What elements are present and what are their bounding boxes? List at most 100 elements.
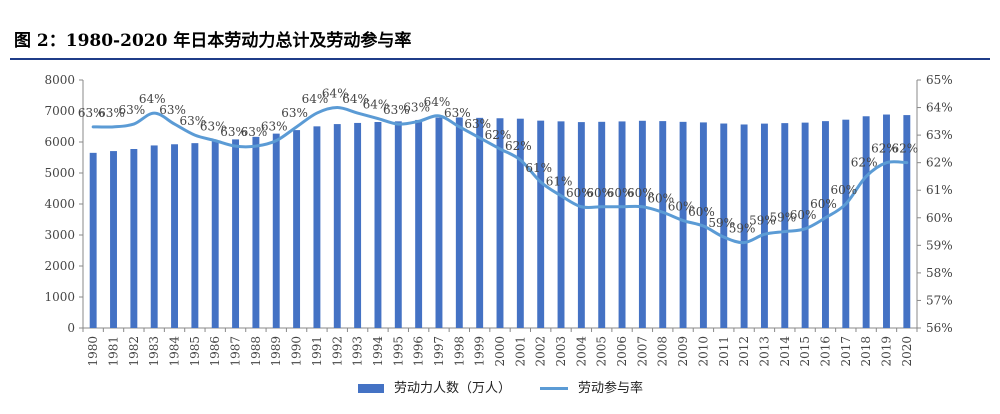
- x-axis-tick-label: 2011: [717, 336, 731, 367]
- bar-labor-force: [496, 118, 504, 328]
- x-axis-tick-label: 1993: [351, 336, 365, 367]
- legend-swatch-line: [540, 387, 568, 390]
- left-axis-tick-label: 1000: [44, 290, 75, 304]
- legend-label-participation-rate: 劳动参与率: [578, 381, 644, 396]
- bar-labor-force: [618, 121, 626, 328]
- left-axis-tick-label: 6000: [44, 135, 75, 149]
- data-label-participation-rate: 64%: [139, 92, 166, 106]
- bar-labor-force: [313, 126, 321, 328]
- data-label-participation-rate: 60%: [810, 197, 837, 211]
- data-label-participation-rate: 62%: [485, 128, 512, 142]
- x-axis-tick-label: 2001: [513, 336, 527, 367]
- x-axis-tick-label: 2006: [615, 336, 629, 367]
- x-axis-tick-label: 1981: [107, 336, 121, 367]
- bar-labor-force: [760, 123, 768, 328]
- bar-labor-force: [394, 121, 402, 328]
- x-axis-tick-label: 1992: [330, 336, 344, 367]
- x-axis-tick-label: 1998: [452, 336, 466, 367]
- data-label-participation-rate: 63%: [78, 106, 105, 120]
- bar-labor-force: [89, 152, 97, 328]
- data-label-participation-rate: 63%: [383, 103, 410, 117]
- bar-labor-force: [252, 136, 260, 328]
- x-axis-tick-label: 1987: [229, 336, 243, 367]
- x-axis-tick-label: 2002: [534, 336, 548, 367]
- data-label-participation-rate: 60%: [586, 186, 613, 200]
- bar-labor-force: [679, 121, 687, 328]
- x-axis-tick-label: 1990: [290, 336, 304, 367]
- x-axis-tick-label: 1996: [412, 336, 426, 367]
- x-axis-tick-label: 1984: [168, 336, 182, 367]
- x-axis-tick-label: 2005: [595, 336, 609, 367]
- x-axis-tick-label: 2009: [676, 336, 690, 367]
- right-axis-tick-label: 64%: [926, 101, 953, 115]
- right-axis-tick-label: 63%: [926, 128, 953, 142]
- data-label-participation-rate: 59%: [769, 211, 796, 225]
- x-axis-tick-label: 1982: [127, 336, 141, 367]
- x-axis-tick-label: 2000: [493, 336, 507, 367]
- line-participation-rate: [91, 106, 909, 245]
- x-axis-tick-label: 1995: [391, 336, 405, 367]
- data-label-participation-rate: 60%: [668, 200, 695, 214]
- data-label-participation-rate: 63%: [220, 125, 247, 139]
- bar-labor-force: [333, 124, 341, 328]
- x-axis-tick-label: 1997: [432, 336, 446, 367]
- bar-labor-force: [638, 120, 646, 329]
- x-axis-tick-label: 2015: [798, 336, 812, 367]
- chart-legend: 劳动力人数（万人） 劳动参与率: [0, 377, 1000, 397]
- data-label-participation-rate: 64%: [363, 98, 390, 112]
- x-axis-tick-label: 2013: [757, 336, 771, 367]
- x-axis-tick-label: 1983: [147, 336, 161, 367]
- bar-labor-force: [659, 121, 667, 328]
- data-label-participation-rate: 64%: [322, 87, 349, 101]
- right-axis-tick-label: 61%: [926, 183, 953, 197]
- data-label-participation-rate: 60%: [790, 208, 817, 222]
- left-axis-tick-label: 8000: [44, 73, 75, 87]
- x-axis-tick-label: 1991: [310, 336, 324, 367]
- data-label-participation-rate: 63%: [403, 100, 430, 114]
- data-label-participation-rate: 63%: [241, 125, 268, 139]
- x-axis-tick-label: 2007: [635, 336, 649, 367]
- bar-labor-force: [720, 123, 728, 328]
- x-axis-tick-label: 2012: [737, 336, 751, 367]
- right-axis-tick-label: 57%: [926, 293, 953, 307]
- x-axis-tick-label: 2018: [859, 336, 873, 367]
- data-label-participation-rate: 63%: [464, 117, 491, 131]
- x-axis-tick-label: 1989: [269, 336, 283, 367]
- data-label-participation-rate: 63%: [119, 103, 146, 117]
- bar-labor-force: [781, 123, 789, 328]
- left-axis-tick-label: 7000: [44, 104, 75, 118]
- bar-labor-force: [455, 117, 463, 329]
- bar-labor-force: [537, 120, 545, 329]
- left-axis-tick-label: 5000: [44, 166, 75, 180]
- bar-labor-force: [191, 143, 199, 328]
- left-axis-tick-label: 2000: [44, 259, 75, 273]
- data-label-participation-rate: 64%: [302, 92, 329, 106]
- x-axis-tick-label: 2014: [778, 336, 792, 367]
- right-axis-tick-label: 62%: [926, 156, 953, 170]
- bar-labor-force: [903, 115, 911, 328]
- bar-labor-force: [435, 117, 443, 328]
- data-label-participation-rate: 63%: [200, 120, 227, 134]
- data-label-participation-rate: 60%: [627, 186, 654, 200]
- title-underline: [10, 58, 990, 60]
- bar-labor-force: [822, 121, 829, 329]
- bar-labor-force: [415, 119, 423, 328]
- data-label-participation-rate: 63%: [281, 106, 308, 120]
- x-axis-tick-label: 1985: [188, 336, 202, 367]
- bar-labor-force: [150, 145, 158, 328]
- data-label-participation-rate: 63%: [98, 106, 125, 120]
- data-label-participation-rate: 61%: [525, 161, 552, 175]
- data-label-participation-rate: 60%: [688, 205, 715, 219]
- data-label-participation-rate: 62%: [871, 142, 898, 156]
- bar-labor-force: [476, 117, 484, 328]
- data-label-participation-rate: 63%: [261, 120, 288, 134]
- bar-labor-force: [862, 116, 870, 329]
- data-label-participation-rate: 62%: [851, 155, 878, 169]
- x-axis-tick-label: 1988: [249, 336, 263, 367]
- data-label-participation-rate: 59%: [749, 213, 776, 227]
- data-label-participation-rate: 60%: [566, 186, 593, 200]
- x-axis-tick-label: 2008: [656, 336, 670, 367]
- bar-labor-force: [232, 139, 240, 328]
- x-axis-tick-label: 1994: [371, 336, 385, 367]
